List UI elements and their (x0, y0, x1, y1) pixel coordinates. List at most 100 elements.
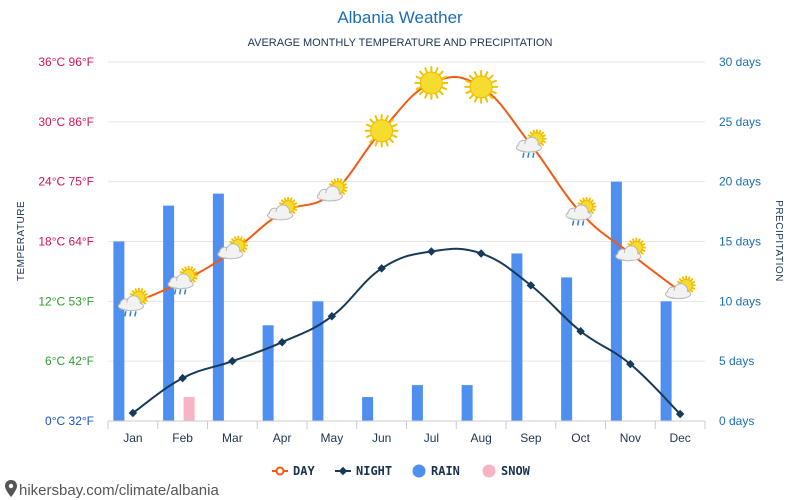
legend-marker (412, 464, 426, 478)
rain-sun-icon (167, 265, 199, 295)
night-point (526, 281, 536, 290)
rain-drop (178, 289, 182, 295)
rain-drop (576, 220, 580, 226)
cloud-part (318, 192, 342, 201)
precipitation-tick-label: 20 days (719, 175, 761, 189)
rain-drop (532, 152, 535, 158)
sun-cloud-icon (267, 196, 298, 221)
night-point (576, 327, 585, 336)
legend-marker (338, 466, 348, 476)
rain-sun-icon (515, 129, 547, 158)
temperature-tick-label: 18°C 64°F (38, 235, 94, 249)
precipitation-tick-label: 10 days (719, 294, 761, 308)
temperature-axis-title: TEMPERATURE (16, 201, 27, 281)
sun-cloud-icon (316, 177, 348, 202)
rain-bar (561, 277, 573, 421)
night-point (377, 264, 386, 273)
night-point (476, 249, 486, 258)
gridlines (108, 61, 705, 422)
rain-bar (610, 181, 622, 421)
month-label: Jan (123, 431, 142, 445)
rain-bar (113, 241, 125, 421)
legend-label: NIGHT (356, 464, 392, 478)
rain-bar (461, 385, 473, 421)
rain-sun-icon (117, 287, 149, 317)
month-label: Feb (172, 431, 193, 445)
cloud-part (168, 280, 193, 288)
footer-link[interactable]: hikersbay.com/climate/albania (5, 480, 219, 499)
month-label: Jun (372, 431, 391, 445)
precipitation-tick-label: 25 days (719, 115, 761, 129)
night-point (427, 247, 436, 256)
sun-icon (364, 113, 399, 148)
legend-label: SNOW (501, 464, 531, 478)
rain-drop (522, 152, 525, 158)
precipitation-tick-label: 5 days (719, 354, 754, 368)
cloud-part (616, 252, 641, 260)
rain-drop (129, 311, 132, 317)
temperature-tick-label: 6°C 42°F (45, 354, 94, 368)
temperature-tick-label: 36°C 96°F (38, 55, 94, 69)
legend-marker (482, 464, 496, 478)
rain-bar (511, 253, 523, 421)
rain-drop (581, 220, 585, 226)
temperature-tick-label: 0°C 32°F (45, 414, 94, 428)
night-point (178, 373, 187, 383)
night-point (675, 409, 685, 419)
sun-icon (414, 65, 449, 100)
cloud-part (218, 250, 243, 258)
rain-drop (527, 152, 530, 158)
legend-item-day: DAY (272, 464, 315, 478)
precipitation-axis: 0 days 5 days 10 days 15 days 20 days 25 days… (719, 55, 761, 428)
legend-label: RAIN (431, 464, 460, 478)
precipitation-bars (113, 181, 672, 421)
sun-disc (469, 75, 493, 99)
month-label: Aug (470, 431, 491, 445)
precipitation-tick-label: 30 days (719, 55, 761, 69)
sun-cloud-icon (665, 275, 696, 300)
month-label: May (321, 431, 344, 445)
temperature-lines (128, 76, 685, 419)
sun-cloud-icon (217, 235, 249, 260)
rain-bar (411, 385, 423, 421)
rain-drop (571, 220, 575, 226)
legend-item-night: NIGHT (335, 464, 392, 478)
cloud-part (566, 211, 591, 219)
rain-bar (660, 301, 672, 421)
night-point (228, 356, 237, 366)
rain-bar (163, 205, 175, 421)
precipitation-axis-title: PRECIPITATION (773, 200, 784, 282)
month-label: Sep (520, 431, 542, 445)
chart-subtitle: AVERAGE MONTHLY TEMPERATURE AND PRECIPIT… (248, 37, 553, 49)
temperature-tick-label: 30°C 86°F (38, 115, 94, 129)
precipitation-tick-label: 15 days (719, 235, 761, 249)
rain-drop (183, 289, 187, 295)
rain-drop (134, 311, 137, 317)
legend-label: DAY (293, 464, 315, 478)
month-label: Oct (571, 431, 590, 445)
legend-item-snow: SNOW (482, 464, 531, 478)
cloud-part (268, 211, 292, 219)
footer-url: hikersbay.com/climate/albania (19, 482, 219, 499)
temperature-tick-label: 12°C 53°F (38, 294, 94, 308)
month-label: Apr (273, 431, 292, 445)
night-point (277, 337, 287, 347)
snow-bar (183, 397, 195, 421)
night-point (327, 312, 337, 321)
rain-bar (362, 397, 374, 421)
location-pin-icon (5, 480, 17, 497)
month-label: Jul (424, 431, 439, 445)
sun-cloud-icon (615, 237, 647, 262)
night-point (626, 359, 635, 369)
chart-title: Albania Weather (337, 8, 463, 27)
rain-bar (212, 193, 224, 421)
temperature-tick-label: 24°C 75°F (38, 175, 94, 189)
month-label: Mar (222, 431, 243, 445)
sun-disc (370, 119, 394, 143)
rain-bar (312, 301, 324, 421)
legend-marker (275, 466, 285, 476)
cloud-part (119, 302, 143, 310)
rain-sun-icon (565, 196, 597, 226)
rain-bar (262, 325, 274, 421)
